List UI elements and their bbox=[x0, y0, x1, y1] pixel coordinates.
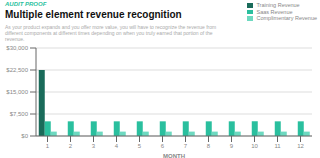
html-text:Complimentary Revenue: Complimentary Revenue bbox=[256, 15, 317, 21]
svg-text:10: 10 bbox=[251, 143, 258, 149]
svg-text:8: 8 bbox=[207, 143, 211, 149]
svg-text:$30,000: $30,000 bbox=[8, 45, 29, 51]
html-text:As your product expands and yo: As your product expands and you offer mo… bbox=[5, 24, 217, 42]
svg-text:3: 3 bbox=[92, 143, 96, 149]
svg-text:1: 1 bbox=[46, 143, 50, 149]
svg-text:6: 6 bbox=[161, 143, 165, 149]
svg-text:$15,000: $15,000 bbox=[8, 89, 29, 95]
svg-text:MONTH: MONTH bbox=[163, 153, 185, 158]
html-text:AUDIT PROOF: AUDIT PROOF bbox=[5, 1, 47, 7]
svg-text:2: 2 bbox=[69, 143, 73, 149]
svg-text:12: 12 bbox=[297, 143, 304, 149]
html-text:Training Revenue: Training Revenue bbox=[256, 2, 300, 8]
svg-text:7: 7 bbox=[184, 143, 188, 149]
svg-text:11: 11 bbox=[274, 143, 281, 149]
html-text:Saas Revenue: Saas Revenue bbox=[256, 8, 293, 15]
svg-text:$7,500: $7,500 bbox=[10, 111, 29, 117]
svg-text:$22,500: $22,500 bbox=[8, 67, 29, 73]
svg-text:9: 9 bbox=[230, 143, 234, 149]
svg-text:$0: $0 bbox=[21, 133, 28, 139]
svg-text:4: 4 bbox=[115, 143, 119, 149]
svg-text:5: 5 bbox=[138, 143, 142, 149]
html-text:Multiple element revenue recog: Multiple element revenue recognition bbox=[5, 9, 182, 20]
